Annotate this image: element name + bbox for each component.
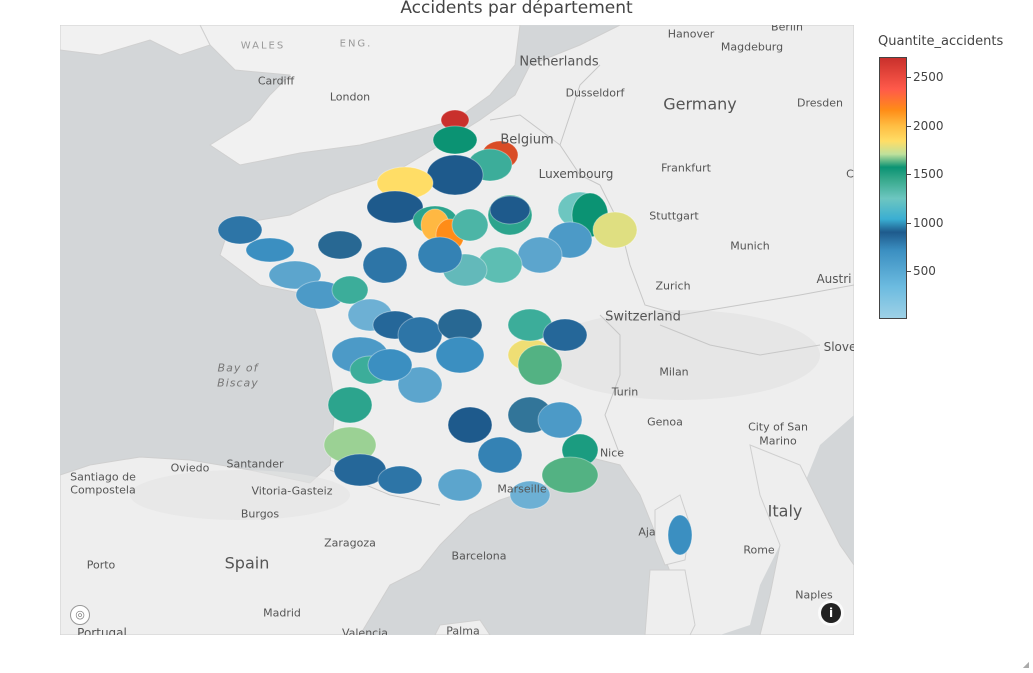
map-label-porto: Porto [86,558,116,572]
map-label-italy: Italy [767,501,803,521]
map-label-zaragoza: Zaragoza [324,536,376,550]
map-label-eng: ENG. [339,38,373,50]
department-region[interactable] [667,514,693,556]
map-label-luxembourg: Luxembourg [538,167,614,181]
map-label-netherlands: Netherlands [519,54,599,70]
map-label-naples: Naples [795,588,833,602]
map-label-spain: Spain [224,553,270,573]
department-region[interactable] [377,465,423,495]
map-label-palma: Palma [446,624,480,636]
department-region[interactable] [327,386,373,424]
department-region[interactable] [217,215,263,245]
map-label-portugal: Portugal [77,626,127,635]
map-label-austri: Austri [816,272,852,286]
map-label-madrid: Madrid [263,606,301,620]
map-label-city-of-san: City of San [748,420,808,434]
colorbar-tick-2000: 2000 [913,119,944,133]
map-label-london: London [329,90,371,104]
map-label-biscay: Biscay [217,376,259,390]
colorbar-tickmark [907,174,911,175]
colorbar-tickmark [907,223,911,224]
department-region[interactable] [489,195,531,225]
map-label-genoa: Genoa [647,415,683,429]
department-region[interactable] [477,436,523,474]
department-region[interactable] [317,230,363,260]
department-region[interactable] [437,468,483,502]
colorbar-tick-500: 500 [913,264,936,278]
department-region[interactable] [509,480,551,510]
map-label-germany: Germany [663,94,737,114]
department-region[interactable] [592,211,638,249]
colorbar-title: Quantite_accidents [878,34,1004,49]
department-region[interactable] [517,344,563,386]
department-region[interactable] [451,208,489,242]
colorbar-tickmark [907,126,911,127]
map-label-barcelona: Barcelona [451,549,507,563]
colorbar-tickmark [907,77,911,78]
department-region[interactable] [435,336,485,374]
department-region[interactable] [245,237,295,263]
map-label-milan: Milan [659,365,689,379]
map-label-stuttgart: Stuttgart [649,209,699,223]
map-label-c: C [846,167,854,181]
chart-title: Accidents par département [400,0,633,18]
map-label-aja: Aja [638,525,656,539]
map-label-bay-of: Bay of [217,361,259,375]
department-region[interactable] [432,125,478,155]
department-region[interactable] [397,366,443,404]
map-label-vitoria-gasteiz: Vitoria-Gasteiz [251,484,333,498]
map-label-berlin: Berlin [771,25,803,34]
department-region[interactable] [426,154,484,196]
department-region[interactable] [437,308,483,342]
department-region[interactable] [537,401,583,439]
colorbar-tick-1500: 1500 [913,167,944,181]
map-label-marseille: Marseille [497,482,547,496]
map-area[interactable]: WALES ENG. Netherlands Belgium Luxembour… [60,25,854,635]
colorbar-tickmark [907,271,911,272]
department-region[interactable] [397,316,443,354]
department-region[interactable] [367,348,413,382]
department-region[interactable] [268,260,322,290]
map-label-nice: Nice [599,446,625,460]
map-label-santander: Santander [226,457,284,471]
department-region[interactable] [417,236,463,274]
resize-handle-icon[interactable]: ◢ [1022,660,1029,669]
map-label-oviedo: Oviedo [170,461,210,475]
map-label-switzerland: Switzerland [605,309,681,325]
department-region[interactable] [331,275,369,305]
map-label-magdeburg: Magdeburg [720,40,784,54]
colorbar-tick-2500: 2500 [913,70,944,84]
map-label-turin: Turin [611,385,639,399]
info-icon[interactable]: i [821,603,841,623]
department-region[interactable] [366,190,424,224]
map-label-marino: Marino [759,434,797,448]
map-label-burgos: Burgos [240,507,280,521]
map-label-compostela: Compostela [70,483,136,497]
map-label-dusseldorf: Dusseldorf [565,86,625,100]
map-label-zurich: Zurich [655,279,691,293]
map-label-rome: Rome [743,543,775,557]
map-label-hanover: Hanover [667,27,715,41]
department-region[interactable] [517,236,563,274]
map-label-dresden: Dresden [797,96,843,110]
department-region[interactable] [542,318,588,352]
map-label-frankfurt: Frankfurt [661,161,711,175]
department-region[interactable] [362,246,408,284]
map-label-valencia: Valencia [341,626,389,636]
map-label-slove: Slove [823,340,854,354]
colorbar-tick-1000: 1000 [913,216,944,230]
map-label-wales: WALES [240,40,286,52]
mapbox-logo-icon[interactable]: ◎ [70,605,90,625]
map-label-munich: Munich [730,239,770,253]
choropleth-layer[interactable] [60,25,854,635]
colorbar [879,57,907,319]
map-label-belgium: Belgium [500,132,554,148]
map-label-santiago-de: Santiago de [70,470,136,484]
map-label-cardiff: Cardiff [257,74,295,88]
department-region[interactable] [447,406,493,444]
department-region[interactable] [541,456,599,494]
